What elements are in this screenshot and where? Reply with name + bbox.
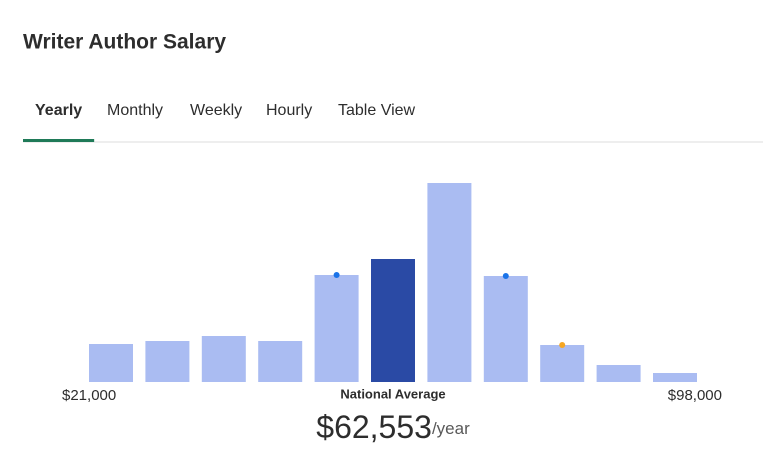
average: $62,553/year [316, 409, 470, 445]
marker-dot [559, 342, 566, 348]
tab[interactable]: Monthly [107, 102, 163, 119]
bar [427, 183, 472, 382]
min-label: $21,000 [62, 387, 116, 404]
bar [201, 336, 246, 382]
bar [314, 275, 359, 382]
bar [540, 345, 585, 382]
title: Writer Author Salary [23, 31, 226, 54]
active-tab-underline [23, 139, 95, 142]
tab[interactable]: Hourly [266, 102, 312, 119]
average-unit: /year [432, 419, 470, 438]
bar [145, 341, 190, 382]
tab[interactable]: Table View [338, 102, 416, 119]
average-label: National Average [340, 386, 445, 401]
bar [596, 365, 641, 382]
bar [483, 276, 528, 382]
marker-dot [502, 273, 509, 279]
tab[interactable]: Yearly [35, 102, 82, 119]
max-label: $98,000 [668, 387, 722, 404]
bar [653, 373, 697, 382]
bar [371, 259, 415, 382]
chart [89, 183, 697, 382]
tabs: Yearly Monthly Weekly Hourly Table View [23, 102, 416, 142]
marker-dot [333, 272, 340, 278]
average-value: $62,553 [316, 409, 432, 445]
tab[interactable]: Weekly [190, 102, 242, 119]
bar [258, 341, 303, 382]
bar [89, 344, 133, 382]
